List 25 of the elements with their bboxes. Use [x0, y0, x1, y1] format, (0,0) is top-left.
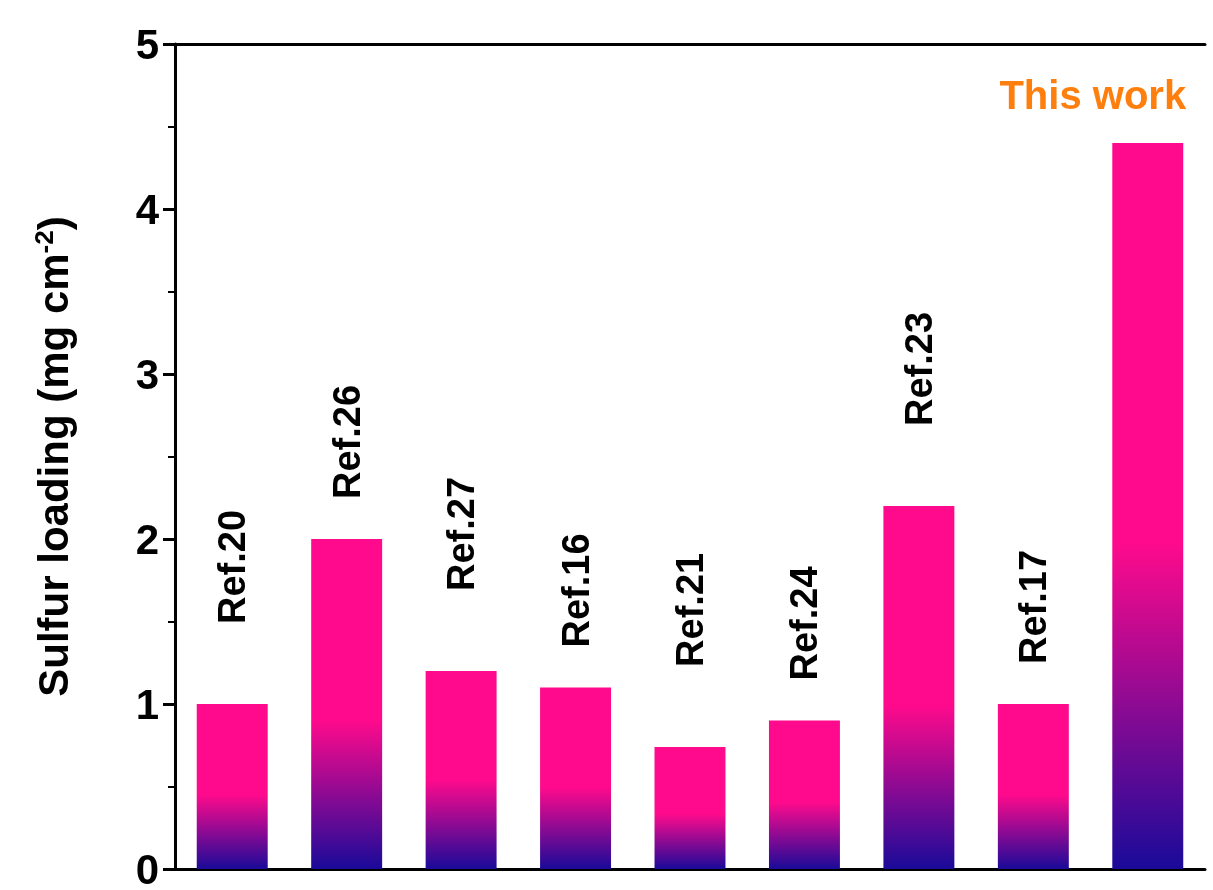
y-tick-label: 3: [135, 350, 159, 398]
x-tick-label: Ref.17: [1012, 549, 1055, 664]
x-tick-label: Ref.21: [669, 552, 711, 667]
x-tick-label: Ref.23: [897, 311, 940, 426]
x-tick-label: Ref.20: [211, 509, 254, 624]
bar: [768, 720, 840, 869]
x-tick-label: Ref.27: [440, 476, 483, 591]
bar: [997, 704, 1069, 869]
bar: [311, 539, 383, 869]
x-tick-label: This work: [999, 73, 1187, 117]
bar: [654, 746, 726, 869]
x-tick-label: Ref.26: [325, 384, 368, 499]
y-tick-label: 5: [135, 20, 159, 68]
y-tick-label: 0: [135, 845, 159, 890]
y-axis-title: Sulfur loading (mg cm-2): [29, 216, 77, 697]
x-tick-label: Ref.16: [554, 533, 597, 648]
y-tick-label: 1: [135, 680, 159, 728]
bar: [883, 506, 955, 869]
bar: [540, 687, 612, 869]
bar: [1112, 143, 1184, 869]
bar: [196, 704, 268, 869]
bar: [425, 671, 497, 869]
y-tick-label: 4: [135, 185, 160, 233]
x-tick-label: Ref.24: [783, 566, 826, 681]
y-tick-label: 2: [135, 515, 159, 563]
